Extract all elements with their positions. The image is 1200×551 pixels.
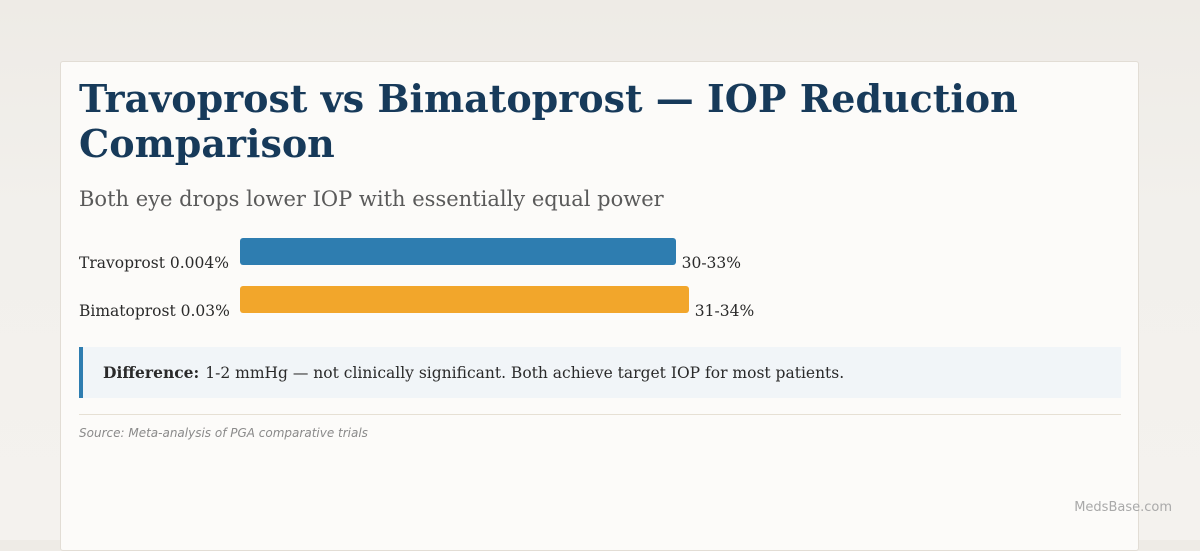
bar <box>240 238 676 265</box>
bar-value-label: 30-33% <box>681 254 742 272</box>
callout-text: 1-2 mmHg — not clinically significant. B… <box>205 363 845 382</box>
bar-label: Bimatoprost 0.03% <box>79 302 230 320</box>
chart-card: Travoprost vs Bimatoprost — IOP Reductio… <box>60 61 1139 551</box>
divider <box>79 414 1121 415</box>
bar-label: Travoprost 0.004% <box>79 254 229 272</box>
bar-value-label: 31-34% <box>694 302 755 320</box>
site-watermark: MedsBase.com <box>1074 500 1172 515</box>
chart-subtitle: Both eye drops lower IOP with essentiall… <box>79 187 664 211</box>
difference-callout: Difference: 1-2 mmHg — not clinically si… <box>79 347 1121 398</box>
chart-title: Travoprost vs Bimatoprost — IOP Reductio… <box>79 76 1018 166</box>
source-note: Source: Meta-analysis of PGA comparative… <box>79 426 368 440</box>
callout-heading: Difference: <box>103 363 200 382</box>
bar-chart: Travoprost 0.004% 30-33% Bimatoprost 0.03%… <box>61 238 1140 328</box>
bar <box>240 286 689 313</box>
